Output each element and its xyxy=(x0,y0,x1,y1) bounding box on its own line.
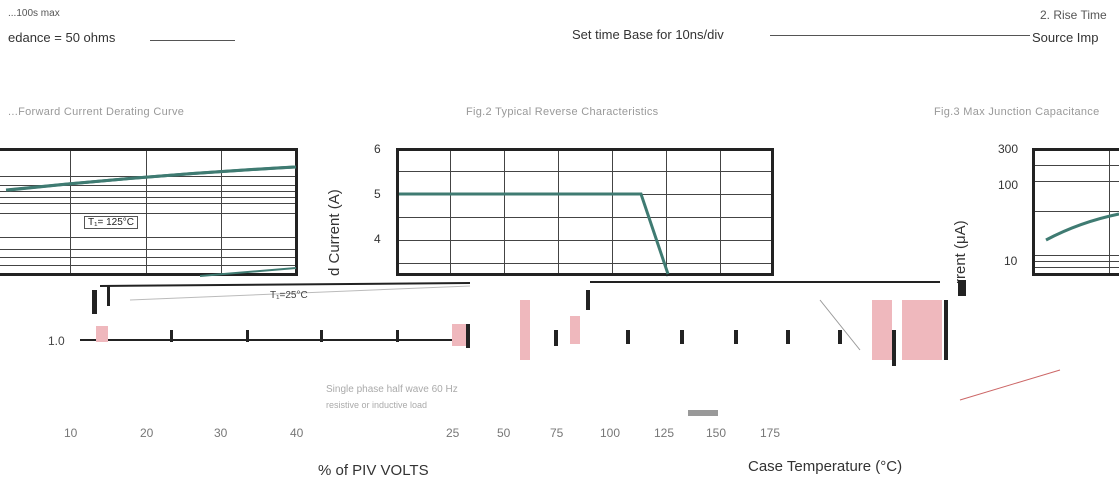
fig1-caption: ...Forward Current Derating Curve xyxy=(8,106,185,118)
fig2-legend-line2: resistive or inductive load xyxy=(326,400,428,410)
fig2-x-tick: 50 xyxy=(497,426,511,440)
faint-line xyxy=(819,299,861,351)
fig2-caption: Fig.2 Typical Reverse Characteristics xyxy=(466,106,659,118)
tick-mark xyxy=(466,324,470,348)
tick-mark xyxy=(892,330,896,366)
tick-mark xyxy=(838,330,842,344)
fig1-lower-topline xyxy=(99,282,471,287)
grid-line xyxy=(450,151,451,273)
grid-line xyxy=(0,213,295,214)
time-base-label: Set time Base for 10ns/div xyxy=(572,27,724,42)
fig2-x-tick: 150 xyxy=(706,426,727,440)
grid-line xyxy=(70,151,71,273)
grid-line xyxy=(0,265,295,266)
highlight-block xyxy=(902,300,942,360)
grid-line xyxy=(1035,165,1119,166)
grid-line xyxy=(558,151,559,273)
fig2-x-tick: 25 xyxy=(446,426,460,440)
grid-line xyxy=(0,237,295,238)
grid-line xyxy=(1035,267,1119,268)
header-top-right: 2. Rise Time xyxy=(1040,8,1107,22)
highlight-block xyxy=(570,316,580,344)
highlight-block xyxy=(452,324,466,346)
fig1-x-axis-label: % of PIV VOLTS xyxy=(318,462,429,479)
grid-line xyxy=(1035,261,1119,262)
grid-line xyxy=(146,151,147,273)
impedance-right-label: Source Imp xyxy=(1032,30,1099,45)
fig1-x-tick: 30 xyxy=(214,426,228,440)
tick-mark xyxy=(246,330,249,342)
grid-line xyxy=(399,217,771,218)
grid-line xyxy=(1035,211,1119,212)
grid-line xyxy=(612,151,613,273)
fig2-x-axis-label: Case Temperature (°C) xyxy=(748,458,903,475)
fig3-y-tick: 10 xyxy=(1004,254,1018,268)
tick-mark xyxy=(688,410,718,416)
faint-line xyxy=(129,285,471,301)
tick-mark xyxy=(396,330,399,342)
impedance-left-label: edance = 50 ohms xyxy=(8,30,116,45)
grid-line xyxy=(0,257,295,258)
fig1-value-label: 1.0 xyxy=(48,334,65,348)
tick-mark xyxy=(958,280,966,296)
grid-line xyxy=(0,203,295,204)
tick-mark xyxy=(170,330,173,342)
divider-line xyxy=(150,40,235,41)
faint-line xyxy=(959,369,1061,401)
divider-line xyxy=(770,35,1030,36)
grid-line xyxy=(0,191,295,192)
fig1-curve-25c xyxy=(199,267,297,277)
grid-line xyxy=(0,249,295,250)
fig3-plot-area xyxy=(1032,148,1119,276)
fig2-y-tick: 5 xyxy=(374,187,381,201)
fig1-curve-label-125: T₁= 125°C xyxy=(84,216,139,229)
header-top-left: ...100s max xyxy=(8,8,60,19)
fig1-x-tick: 10 xyxy=(64,426,78,440)
tick-mark xyxy=(92,290,97,314)
fig3-curve xyxy=(1045,212,1119,242)
tick-mark xyxy=(586,290,590,310)
grid-line xyxy=(666,151,667,273)
grid-line xyxy=(221,151,222,273)
fig2-x-tick: 75 xyxy=(550,426,564,440)
grid-line xyxy=(0,197,295,198)
highlight-block xyxy=(520,300,530,360)
tick-mark xyxy=(734,330,738,344)
highlight-block xyxy=(96,326,108,342)
fig3-y-tick: 300 xyxy=(998,142,1019,156)
highlight-block xyxy=(872,300,892,360)
fig1-x-tick: 40 xyxy=(290,426,304,440)
fig2-plot-area xyxy=(396,148,774,276)
grid-line xyxy=(504,151,505,273)
tick-mark xyxy=(786,330,790,344)
fig2-y-tick: 4 xyxy=(374,232,381,246)
grid-line xyxy=(399,240,771,241)
grid-line xyxy=(1035,181,1119,182)
fig1-curve-125c xyxy=(8,165,295,192)
tick-mark xyxy=(680,330,684,344)
tick-mark xyxy=(107,286,110,306)
grid-line xyxy=(720,151,721,273)
grid-line xyxy=(399,171,771,172)
fig2-legend-line1: Single phase half wave 60 Hz xyxy=(326,384,458,395)
fig2-x-tick: 100 xyxy=(600,426,621,440)
tick-mark xyxy=(626,330,630,344)
tick-mark xyxy=(554,330,558,346)
grid-line xyxy=(0,185,295,186)
fig2-y-tick: 6 xyxy=(374,142,381,156)
fig1-x-tick: 20 xyxy=(140,426,154,440)
grid-line xyxy=(399,263,771,264)
tick-mark xyxy=(320,330,323,342)
fig3-caption: Fig.3 Max Junction Capacitance xyxy=(934,106,1100,118)
fig3-y-tick: 100 xyxy=(998,178,1019,192)
fig2-derating-curve xyxy=(399,192,670,275)
tick-mark xyxy=(944,300,948,360)
fig2-x-tick: 125 xyxy=(654,426,675,440)
grid-line xyxy=(1035,255,1119,256)
grid-line xyxy=(1109,151,1110,273)
fig2-x-tick: 175 xyxy=(760,426,781,440)
fig1-curve-label-25: T₁=25°C xyxy=(270,290,308,301)
